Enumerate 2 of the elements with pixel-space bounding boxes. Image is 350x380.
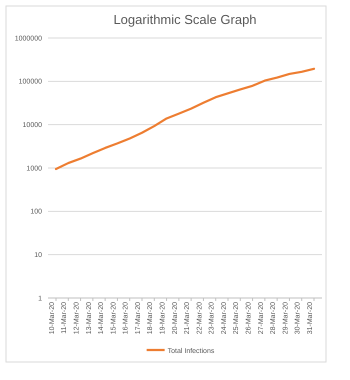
chart-title: Logarithmic Scale Graph [113, 12, 257, 27]
line-series [54, 68, 316, 170]
